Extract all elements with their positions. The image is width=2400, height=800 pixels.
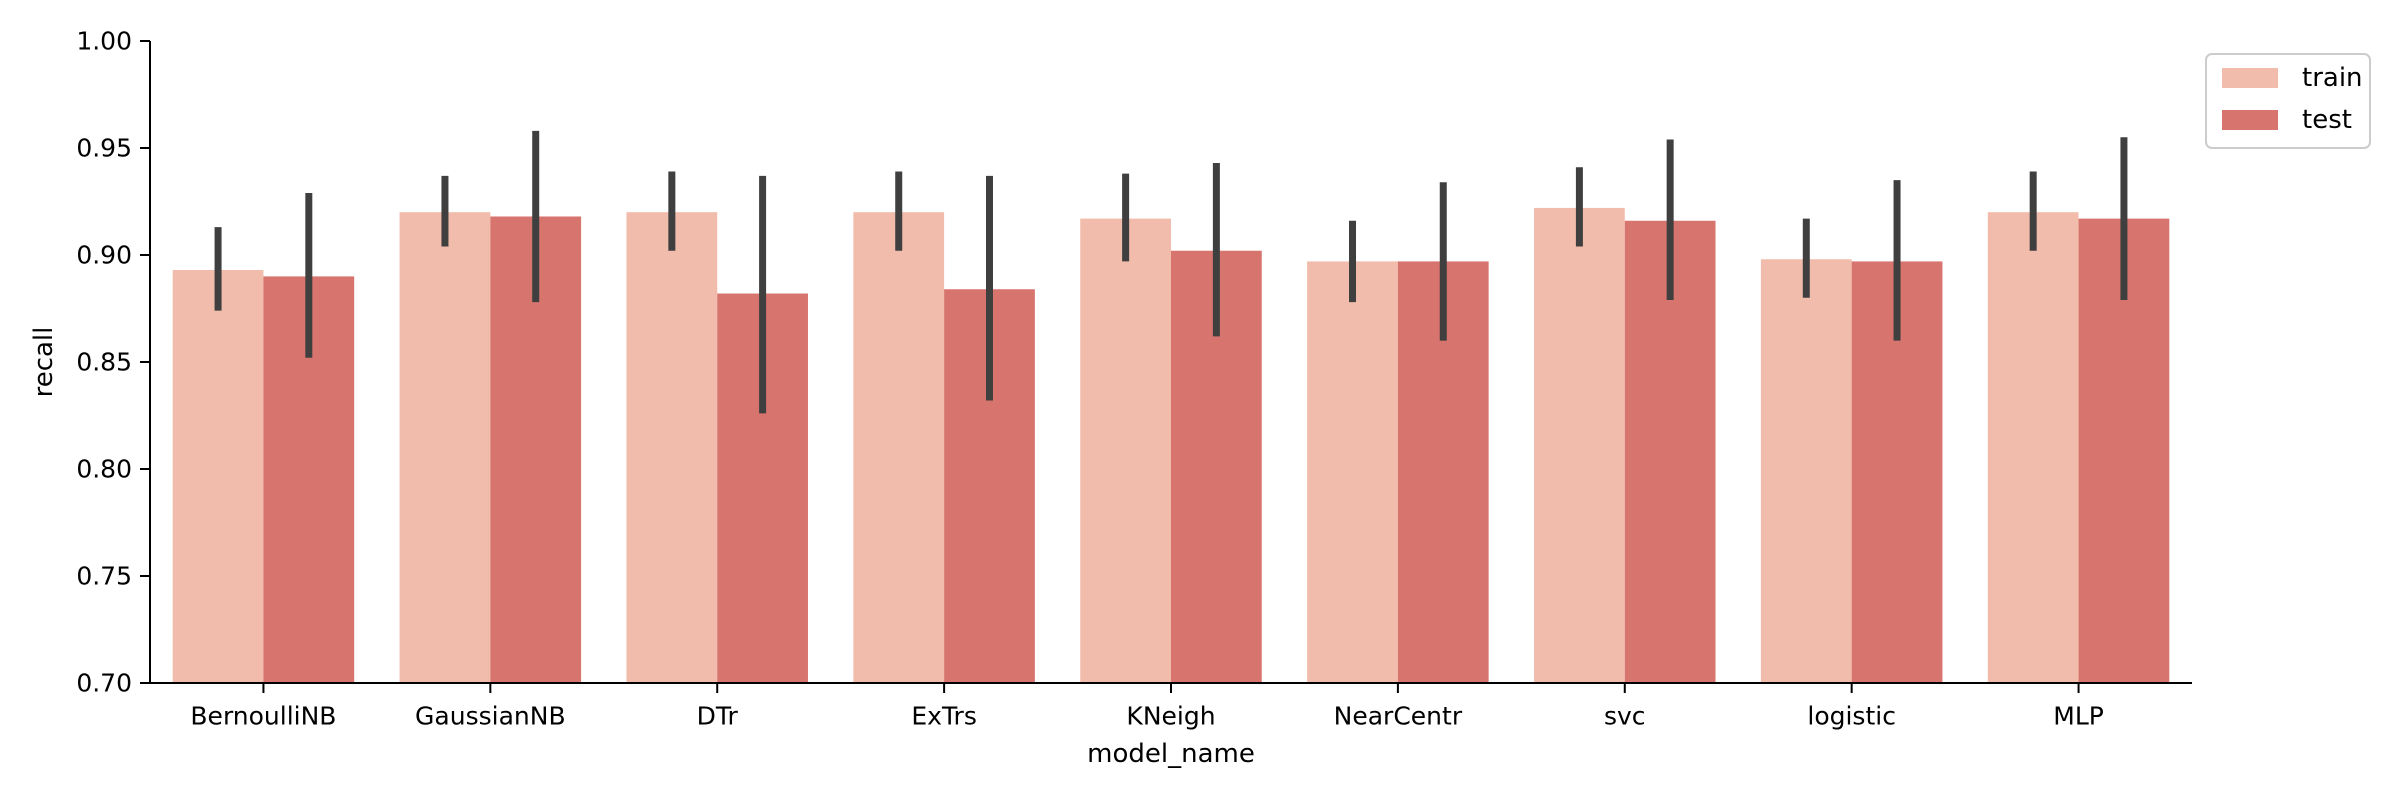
- bar-train-ExTrs: [853, 212, 945, 683]
- x-tick-label: BernoulliNB: [190, 702, 336, 731]
- x-tick-label: NearCentr: [1334, 702, 1463, 731]
- x-tick-label: KNeigh: [1126, 702, 1215, 731]
- bar-train-NearCentr: [1307, 261, 1398, 683]
- y-axis-title: recall: [29, 327, 59, 398]
- bar-train-GaussianNB: [399, 212, 491, 683]
- bar-train-KNeigh: [1080, 218, 1171, 683]
- x-tick-label: MLP: [2053, 702, 2104, 731]
- legend-swatch-test: [2222, 110, 2278, 130]
- y-tick-label: 0.95: [76, 134, 132, 163]
- y-tick-label: 0.75: [76, 562, 132, 591]
- y-ticks: 0.70 0.75 0.80 0.85 0.90 0.95 1.00: [76, 27, 150, 698]
- bar-train-MLP: [1987, 212, 2079, 683]
- x-tick-label: svc: [1604, 702, 1646, 731]
- x-tick-label: logistic: [1807, 702, 1896, 731]
- x-tick-label: ExTrs: [911, 702, 977, 731]
- legend-swatch-train: [2222, 68, 2278, 88]
- y-tick-label: 0.85: [76, 348, 132, 377]
- legend-label-train: train: [2302, 63, 2363, 93]
- legend: train test: [2205, 53, 2371, 149]
- bar-train-logistic: [1760, 259, 1852, 683]
- y-tick-label: 1.00: [76, 27, 132, 56]
- bar-train-svc: [1534, 207, 1625, 684]
- y-tick-label: 0.80: [76, 455, 132, 484]
- error-bars-layer: [214, 130, 2128, 414]
- x-tick-label: DTr: [697, 702, 739, 731]
- x-ticks: BernoulliNB GaussianNB DTr ExTrs KNeigh NearC…: [190, 683, 2104, 731]
- bar-train-DTr: [626, 212, 718, 683]
- y-tick-label: 0.90: [76, 241, 132, 270]
- y-tick-label: 0.70: [76, 669, 132, 698]
- x-tick-label: GaussianNB: [415, 702, 566, 731]
- bar-train-BernoulliNB: [172, 269, 264, 683]
- legend-label-test: test: [2302, 105, 2352, 135]
- x-axis-title: model_name: [1087, 739, 1255, 769]
- bars-layer: [172, 207, 2170, 684]
